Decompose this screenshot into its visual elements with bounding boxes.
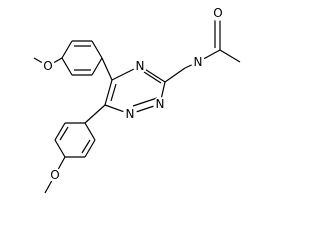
atom-label: N — [194, 55, 203, 69]
molecule-diagram: O N N N N O O — [33, 6, 241, 194]
atom-label: N — [156, 97, 165, 111]
atom-label: O — [213, 6, 222, 20]
atom-label: O — [43, 59, 52, 73]
atom-labels: O N N N N O O — [41, 6, 225, 182]
atom-label: N — [126, 107, 135, 121]
bonds — [33, 18, 241, 194]
atom-label: O — [50, 168, 59, 182]
atom-label: N — [136, 59, 145, 73]
